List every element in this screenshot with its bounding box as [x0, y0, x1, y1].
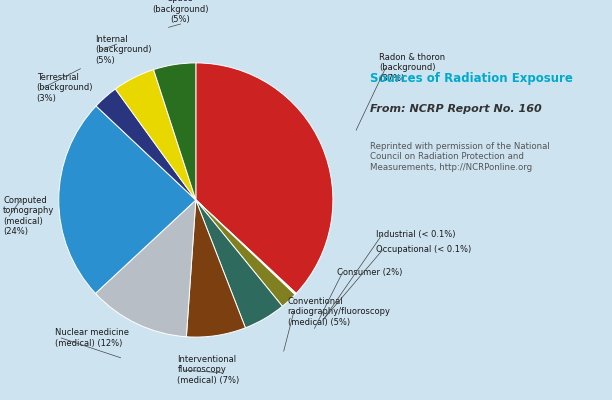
Wedge shape	[196, 200, 296, 295]
Text: Terrestrial
(background)
(3%): Terrestrial (background) (3%)	[37, 73, 93, 103]
Wedge shape	[196, 200, 296, 294]
Wedge shape	[154, 63, 196, 200]
Text: Industrial (< 0.1%): Industrial (< 0.1%)	[376, 230, 456, 238]
Wedge shape	[196, 63, 333, 293]
Wedge shape	[187, 200, 245, 337]
Text: Reprinted with permission of the National
Council on Radiation Protection and
Me: Reprinted with permission of the Nationa…	[370, 142, 550, 172]
Wedge shape	[59, 106, 196, 293]
Wedge shape	[196, 200, 295, 306]
Text: Occupational (< 0.1%): Occupational (< 0.1%)	[376, 246, 472, 254]
Text: Space
(background)
(5%): Space (background) (5%)	[152, 0, 209, 24]
Wedge shape	[95, 200, 196, 337]
Wedge shape	[196, 200, 282, 328]
Text: From: NCRP Report No. 160: From: NCRP Report No. 160	[370, 104, 542, 114]
Wedge shape	[116, 70, 196, 200]
Text: Internal
(background)
(5%): Internal (background) (5%)	[95, 35, 151, 65]
Text: Consumer (2%): Consumer (2%)	[337, 268, 402, 276]
Text: Interventional
fluoroscopy
(medical) (7%): Interventional fluoroscopy (medical) (7%…	[177, 355, 240, 385]
Text: Computed
tomography
(medical)
(24%): Computed tomography (medical) (24%)	[3, 196, 54, 236]
Text: Radon & thoron
(background)
(37%): Radon & thoron (background) (37%)	[379, 53, 446, 83]
Text: Sources of Radiation Exposure: Sources of Radiation Exposure	[370, 72, 573, 85]
Text: Nuclear medicine
(medical) (12%): Nuclear medicine (medical) (12%)	[55, 328, 129, 348]
Text: Conventional
radiography/fluoroscopy
(medical) (5%): Conventional radiography/fluoroscopy (me…	[288, 297, 390, 327]
Wedge shape	[96, 89, 196, 200]
